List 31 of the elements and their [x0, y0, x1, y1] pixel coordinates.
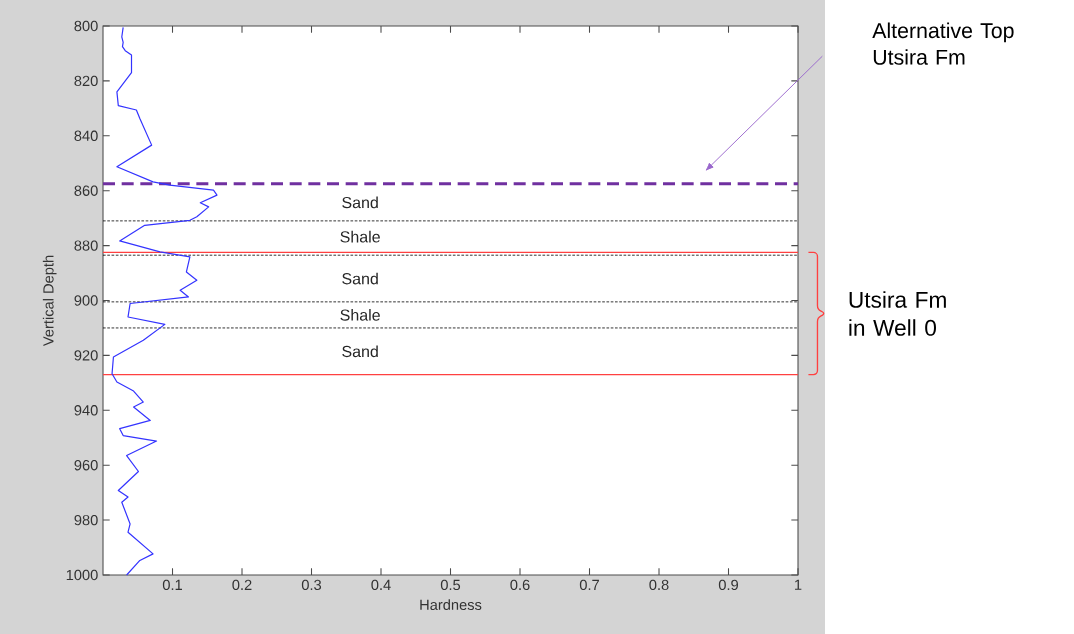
y-axis-title: Vertical Depth	[42, 255, 57, 347]
y-tick-label: 940	[74, 405, 98, 416]
y-tick-label: 860	[74, 185, 98, 196]
annotation: Sand	[342, 345, 378, 358]
y-tick-label: 960	[74, 460, 98, 471]
x-tick-label: 0.4	[371, 579, 391, 591]
text: Alternative Top Utsira Fm	[872, 22, 1014, 65]
annotation: Sand	[342, 196, 378, 209]
x-tick-label: 0.6	[510, 579, 530, 591]
y-tick-label: 820	[74, 75, 98, 87]
y-tick-label: 880	[74, 240, 98, 251]
y-tick-label: 980	[74, 514, 98, 526]
x-tick-label: 0.7	[579, 579, 599, 591]
text: Utsira Fm in Well 0	[849, 291, 946, 336]
y-tick-label: 920	[74, 350, 98, 361]
y-tick-label: 840	[74, 130, 98, 141]
x-tick-label: 1	[795, 579, 802, 590]
x-tick-label: 0.8	[649, 579, 669, 591]
annotation: Shale	[340, 309, 380, 321]
y-tick-label: 1000	[66, 569, 98, 581]
y-tick-label: 800	[74, 20, 98, 32]
annotation: Shale	[340, 230, 380, 243]
x-tick-label: 0.9	[718, 579, 739, 591]
x-axis-title: Hardness	[420, 599, 482, 611]
x-tick-label: 0.3	[301, 579, 322, 591]
x-tick-label: 0.5	[440, 579, 461, 591]
y-tick-label: 900	[74, 295, 98, 306]
x-tick-label: 0.1	[162, 579, 182, 591]
annotation: Sand	[342, 272, 378, 285]
x-tick-label: 0.2	[232, 579, 252, 591]
line-series	[111, 26, 218, 576]
